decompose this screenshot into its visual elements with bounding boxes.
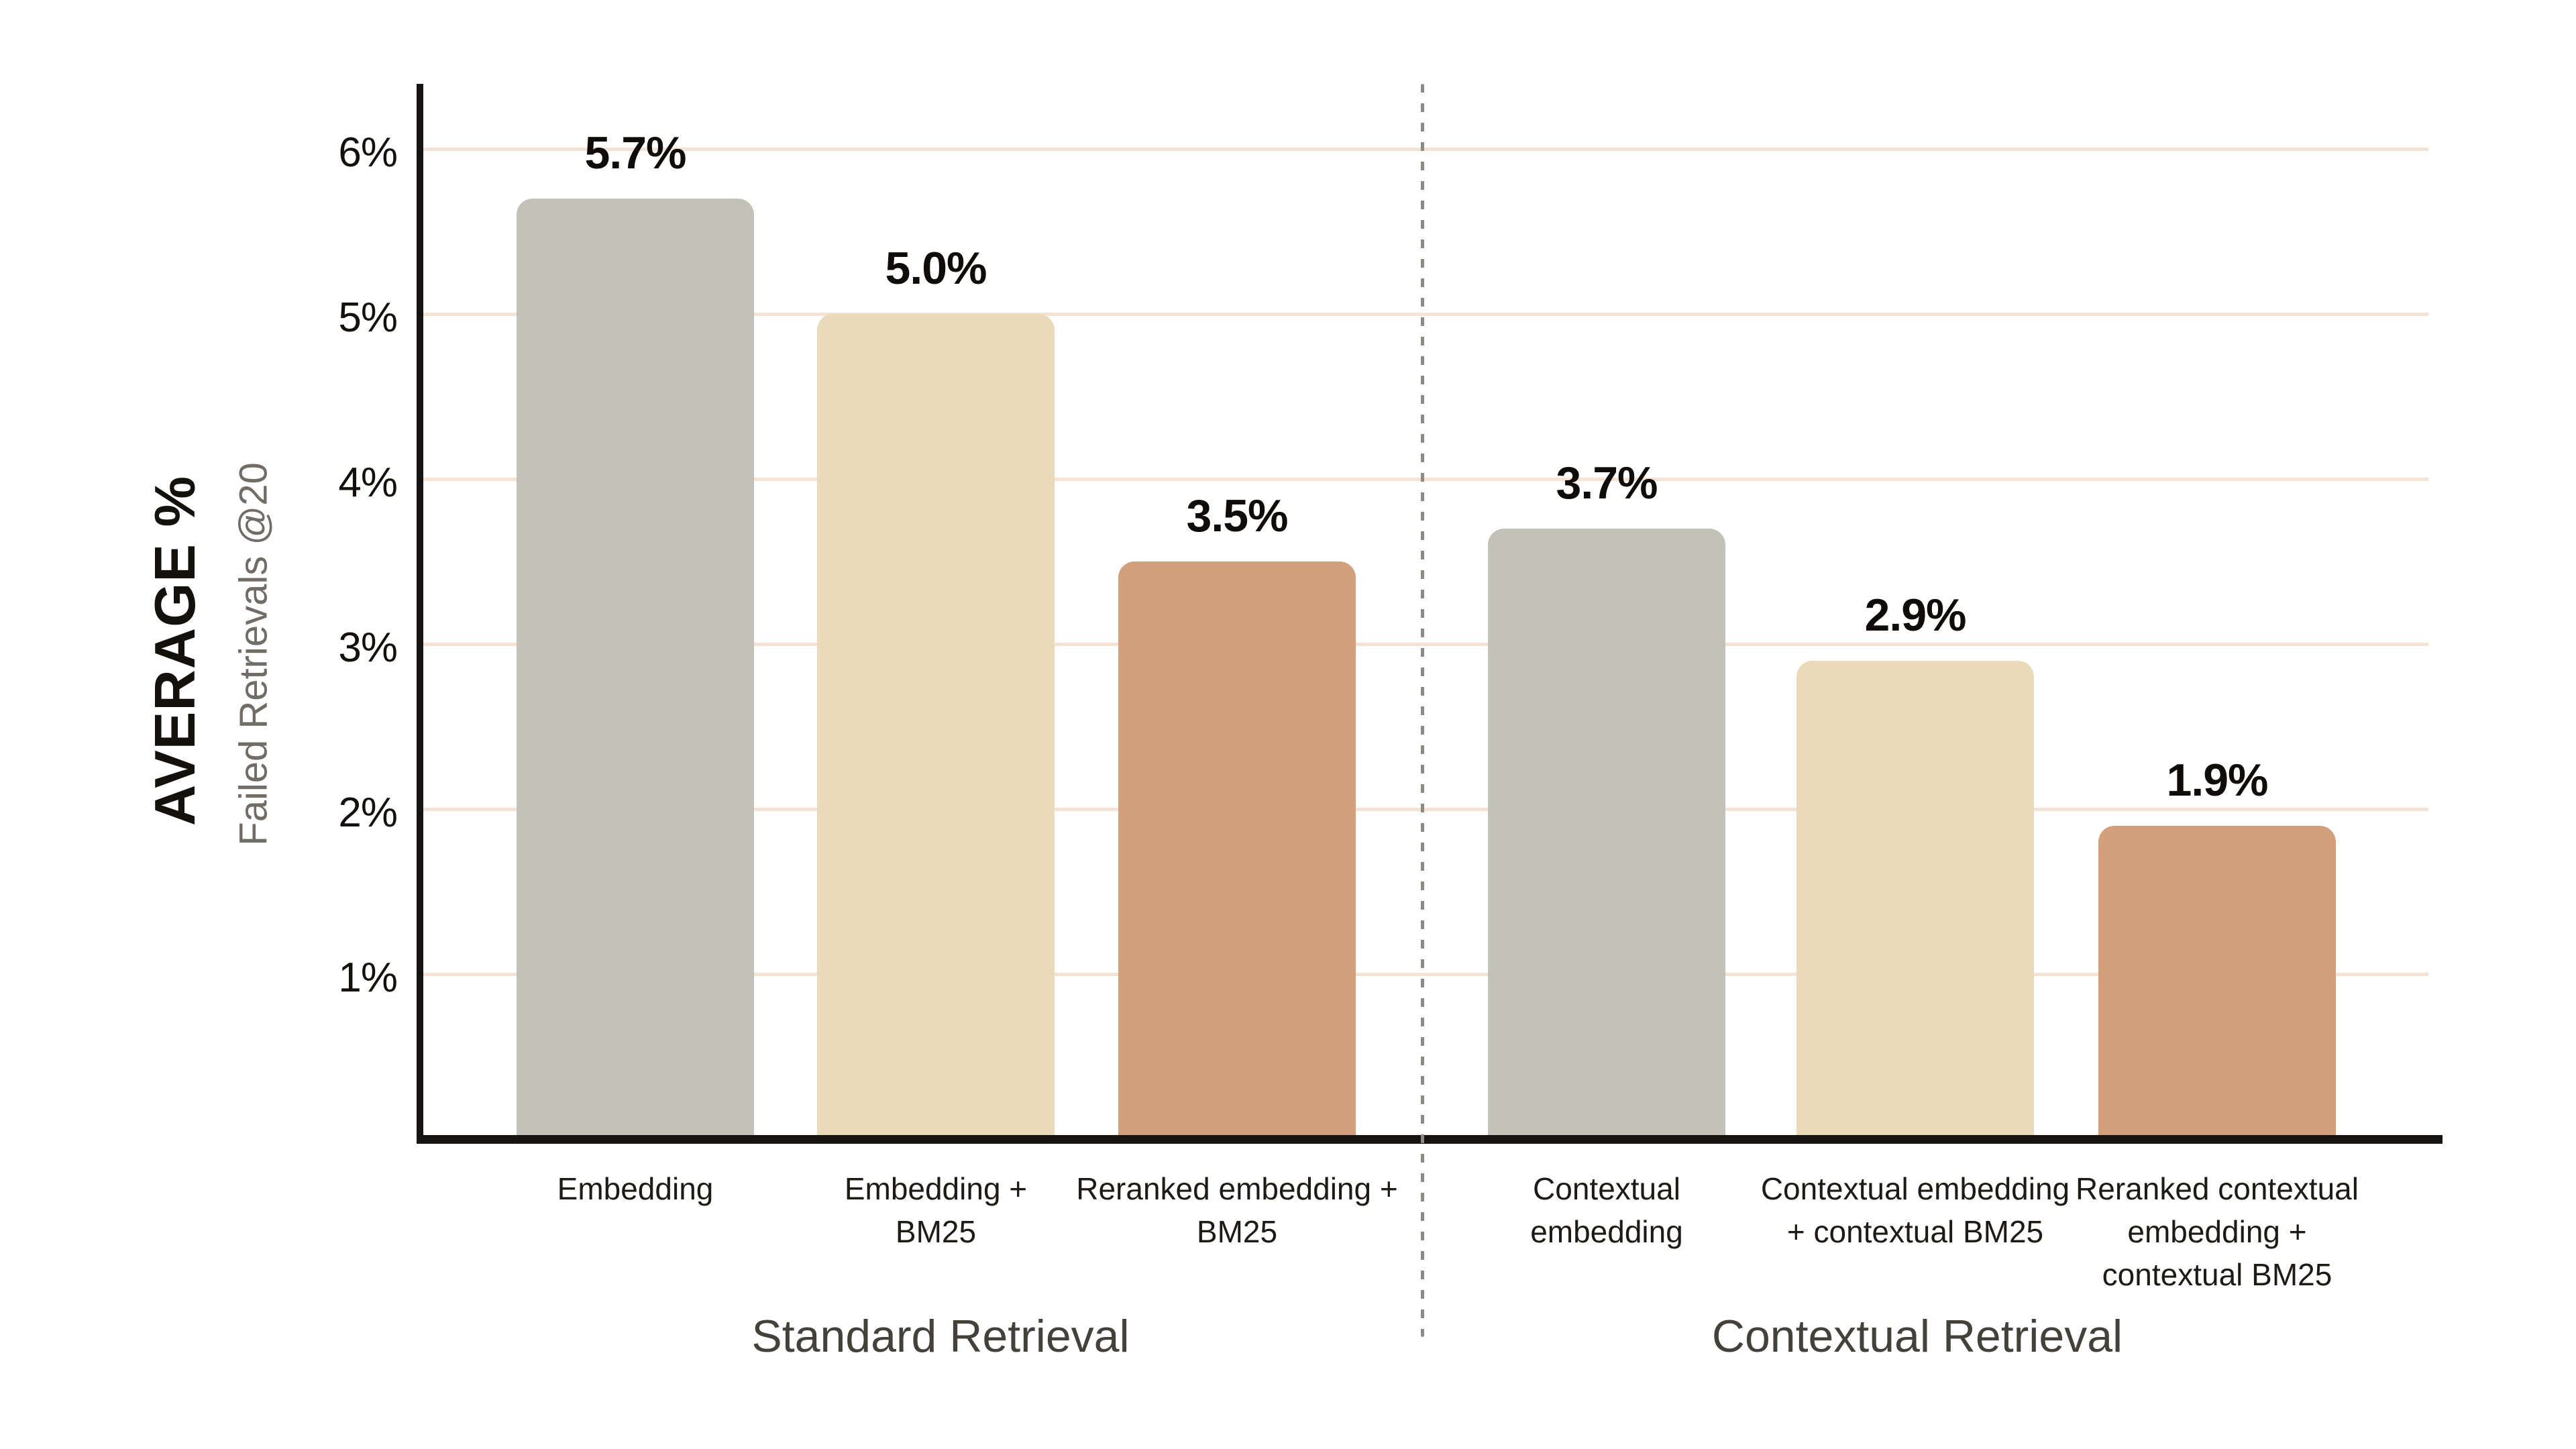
y-tick-label-2pct: 2% — [338, 790, 398, 836]
gridline-4pct — [423, 478, 2428, 481]
y-tick-label-5pct: 5% — [338, 294, 398, 341]
group-label-standard-retrieval: Standard Retrieval — [751, 1311, 1130, 1362]
bar-value-label-contextual-embedding-contextual-bm25: 2.9% — [1864, 590, 1967, 641]
gridline-1pct — [423, 973, 2428, 976]
bar-value-label-embedding: 5.7% — [584, 127, 687, 178]
bar-reranked-contextual-embedding-contextual-bm25 — [2098, 826, 2336, 1139]
bar-contextual-embedding-contextual-bm25 — [1796, 661, 2034, 1139]
gridline-6pct — [423, 148, 2428, 151]
bar-category-label-reranked-contextual-embedding-contextual-bm25: Reranked contextual embedding + contextu… — [2076, 1171, 2359, 1292]
y-axis-line — [417, 84, 423, 1144]
y-tick-label-4pct: 4% — [338, 460, 398, 506]
bar-category-label-embedding: Embedding — [557, 1171, 714, 1206]
gridline-5pct — [423, 313, 2428, 316]
group-divider-dashed-line — [1421, 84, 1424, 1337]
bar-category-label-embedding-bm25: Embedding + BM25 — [844, 1171, 1028, 1249]
bar-value-label-embedding-bm25: 5.0% — [885, 243, 987, 294]
group-label-contextual-retrieval: Contextual Retrieval — [1711, 1311, 2123, 1362]
bar-embedding-bm25 — [817, 314, 1055, 1139]
bar-embedding — [517, 199, 754, 1139]
gridline-2pct — [423, 808, 2428, 811]
bar-contextual-embedding — [1488, 529, 1725, 1139]
y-tick-label-1pct: 1% — [338, 955, 398, 1001]
bar-value-label-contextual-embedding: 3.7% — [1556, 458, 1658, 508]
bar-value-label-reranked-embedding-bm25: 3.5% — [1186, 490, 1289, 541]
bar-category-label-contextual-embedding-contextual-bm25: Contextual embedding + contextual BM25 — [1760, 1171, 2070, 1249]
bar-category-label-contextual-embedding: Contextual embedding — [1530, 1171, 1683, 1249]
bar-reranked-embedding-bm25 — [1118, 561, 1356, 1139]
y-tick-label-3pct: 3% — [338, 625, 398, 671]
bar-category-label-reranked-embedding-bm25: Reranked embedding + BM25 — [1076, 1171, 1398, 1249]
bar-value-label-reranked-contextual-embedding-contextual-bm25: 1.9% — [2166, 755, 2269, 806]
y-tick-label-6pct: 6% — [338, 129, 398, 176]
x-axis-line — [417, 1135, 2443, 1144]
gridline-3pct — [423, 643, 2428, 646]
